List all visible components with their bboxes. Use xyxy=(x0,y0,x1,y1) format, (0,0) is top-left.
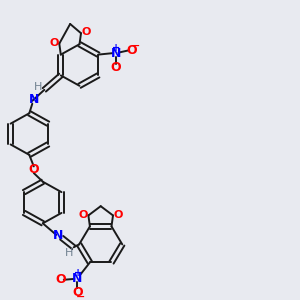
Text: O: O xyxy=(82,27,91,38)
Text: O: O xyxy=(28,163,39,176)
Text: H: H xyxy=(34,82,42,92)
Text: O: O xyxy=(127,44,137,57)
Text: O: O xyxy=(56,273,66,286)
Text: N: N xyxy=(53,229,64,242)
Text: N: N xyxy=(28,94,39,106)
Text: O: O xyxy=(110,61,121,74)
Text: +: + xyxy=(74,268,82,278)
Text: −: − xyxy=(76,292,86,300)
Text: H: H xyxy=(65,248,74,257)
Text: O: O xyxy=(78,210,88,220)
Text: O: O xyxy=(114,210,123,220)
Text: O: O xyxy=(72,286,83,299)
Text: −: − xyxy=(131,41,140,51)
Text: N: N xyxy=(72,272,83,285)
Text: +: + xyxy=(112,43,121,53)
Text: N: N xyxy=(110,47,121,60)
Text: O: O xyxy=(49,38,58,48)
